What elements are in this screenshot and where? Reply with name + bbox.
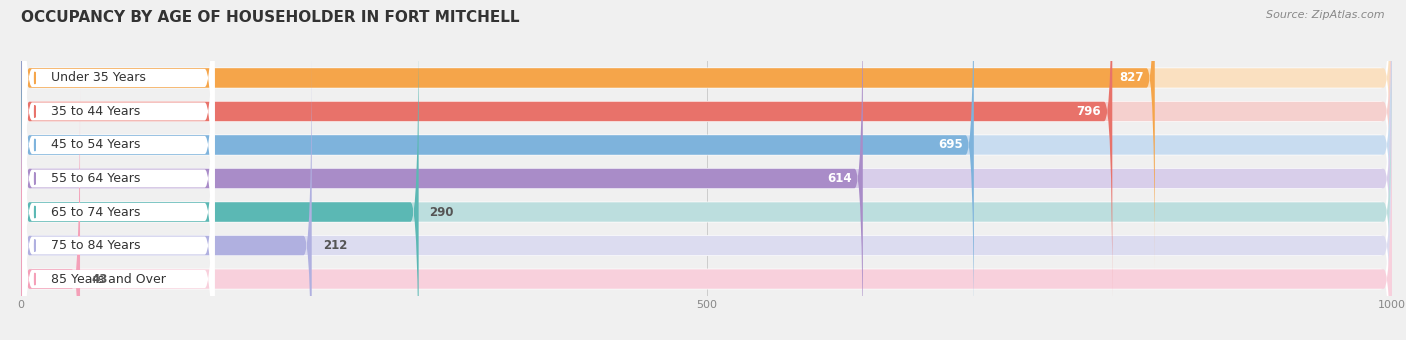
Text: 35 to 44 Years: 35 to 44 Years xyxy=(51,105,141,118)
FancyBboxPatch shape xyxy=(22,20,214,340)
Text: 695: 695 xyxy=(938,138,963,152)
FancyBboxPatch shape xyxy=(21,0,974,336)
FancyBboxPatch shape xyxy=(21,0,1392,340)
FancyBboxPatch shape xyxy=(21,0,1112,303)
Text: OCCUPANCY BY AGE OF HOUSEHOLDER IN FORT MITCHELL: OCCUPANCY BY AGE OF HOUSEHOLDER IN FORT … xyxy=(21,10,520,25)
Text: 85 Years and Over: 85 Years and Over xyxy=(51,273,166,286)
Text: 796: 796 xyxy=(1077,105,1101,118)
FancyBboxPatch shape xyxy=(21,0,1154,269)
FancyBboxPatch shape xyxy=(21,54,312,340)
Text: 75 to 84 Years: 75 to 84 Years xyxy=(51,239,141,252)
FancyBboxPatch shape xyxy=(21,21,1392,340)
FancyBboxPatch shape xyxy=(21,0,863,340)
Text: 614: 614 xyxy=(827,172,852,185)
Text: 65 to 74 Years: 65 to 74 Years xyxy=(51,205,141,219)
FancyBboxPatch shape xyxy=(21,54,1392,340)
FancyBboxPatch shape xyxy=(21,0,1392,336)
Text: 45 to 54 Years: 45 to 54 Years xyxy=(51,138,141,152)
FancyBboxPatch shape xyxy=(22,0,214,340)
FancyBboxPatch shape xyxy=(21,0,1392,303)
FancyBboxPatch shape xyxy=(22,53,214,340)
FancyBboxPatch shape xyxy=(21,0,1392,340)
FancyBboxPatch shape xyxy=(21,0,1392,340)
FancyBboxPatch shape xyxy=(21,0,1392,340)
Text: 43: 43 xyxy=(91,273,107,286)
FancyBboxPatch shape xyxy=(21,0,1392,340)
Text: Under 35 Years: Under 35 Years xyxy=(51,71,146,84)
FancyBboxPatch shape xyxy=(21,0,1392,340)
Text: 827: 827 xyxy=(1119,71,1144,84)
FancyBboxPatch shape xyxy=(21,0,1392,336)
FancyBboxPatch shape xyxy=(21,88,1392,340)
FancyBboxPatch shape xyxy=(21,21,419,340)
FancyBboxPatch shape xyxy=(21,88,80,340)
FancyBboxPatch shape xyxy=(22,0,214,304)
Text: Source: ZipAtlas.com: Source: ZipAtlas.com xyxy=(1267,10,1385,20)
FancyBboxPatch shape xyxy=(21,0,1392,269)
Text: 55 to 64 Years: 55 to 64 Years xyxy=(51,172,141,185)
FancyBboxPatch shape xyxy=(22,0,214,340)
Text: 290: 290 xyxy=(430,205,454,219)
Text: 212: 212 xyxy=(323,239,347,252)
FancyBboxPatch shape xyxy=(21,21,1392,340)
FancyBboxPatch shape xyxy=(22,0,214,337)
FancyBboxPatch shape xyxy=(22,0,214,340)
